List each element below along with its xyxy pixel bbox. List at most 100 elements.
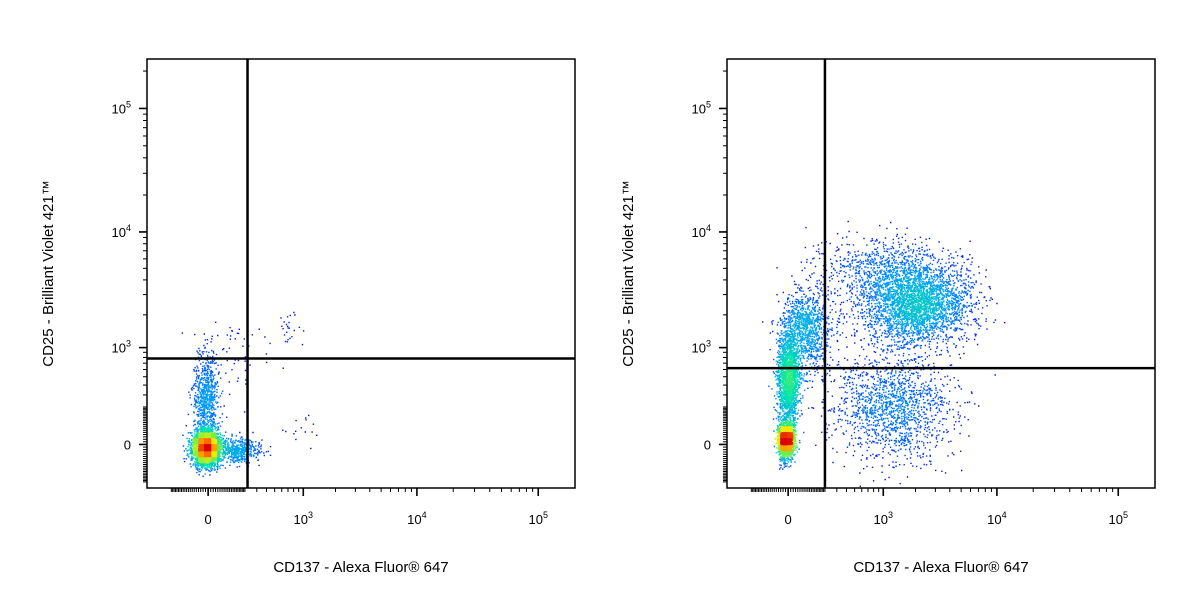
event-dots xyxy=(780,354,788,362)
event-dots xyxy=(786,378,794,386)
event-dots xyxy=(193,456,200,464)
x-tick-base: 10 xyxy=(294,512,308,527)
plot-frame xyxy=(726,58,1156,489)
event-dots xyxy=(222,435,248,446)
event-dots xyxy=(912,300,920,308)
event-dots xyxy=(248,342,315,433)
event-dots xyxy=(780,396,788,403)
x-tick-label: 103 xyxy=(874,510,893,527)
event-dots xyxy=(222,438,230,446)
y-tick-label: 0 xyxy=(124,437,131,452)
event-dots xyxy=(786,402,794,409)
event-dots xyxy=(776,224,980,485)
event-dots xyxy=(210,408,217,416)
event-dots xyxy=(210,456,218,463)
dot-layer xyxy=(181,311,318,477)
event-dots xyxy=(216,385,224,397)
x-tick-label: 104 xyxy=(987,510,1006,527)
event-dots xyxy=(876,270,890,301)
event-dots xyxy=(882,288,889,296)
x-axis-title: CD137 - Alexa Fluor® 647 xyxy=(853,559,1028,576)
x-tick-base: 10 xyxy=(529,512,543,527)
y-tick-label: 104 xyxy=(112,223,131,240)
event-dots xyxy=(210,426,218,434)
event-dots xyxy=(792,420,798,428)
event-dots xyxy=(918,306,926,314)
event-dots xyxy=(283,331,293,338)
event-dots xyxy=(204,408,211,415)
event-dots xyxy=(777,336,806,391)
event-dots xyxy=(234,450,242,458)
event-dots xyxy=(792,378,800,386)
event-dots xyxy=(786,342,800,356)
y-tick-label: 0 xyxy=(704,437,711,452)
event-dots xyxy=(894,288,914,326)
event-dots xyxy=(792,307,800,313)
y-tick-label: 103 xyxy=(692,339,711,356)
event-dots xyxy=(792,384,800,392)
y-tick-base: 10 xyxy=(112,225,126,240)
event-dots xyxy=(204,462,212,469)
event-dots xyxy=(204,438,212,458)
event-dots xyxy=(822,276,907,430)
event-dots xyxy=(192,438,200,446)
event-dots xyxy=(930,271,938,278)
event-dots xyxy=(193,378,227,469)
y-tick-label: 105 xyxy=(112,99,131,116)
event-dots xyxy=(780,438,788,446)
event-dots xyxy=(930,300,938,314)
event-dots xyxy=(210,366,217,373)
event-dots xyxy=(900,294,908,302)
x-tick-exponent: 4 xyxy=(1002,510,1007,520)
y-tick-exponent: 3 xyxy=(706,339,711,349)
y-tick-base: 10 xyxy=(692,101,706,116)
event-dots xyxy=(198,456,206,464)
event-dots xyxy=(253,444,260,451)
event-dots xyxy=(792,354,800,362)
event-dots xyxy=(954,294,962,302)
event-dots xyxy=(189,384,200,434)
event-dots xyxy=(194,414,200,421)
event-dots xyxy=(792,390,800,398)
x-tick-label: 105 xyxy=(529,510,548,527)
event-dots xyxy=(798,312,806,320)
event-dots xyxy=(843,241,972,450)
event-dots xyxy=(786,426,794,434)
event-dots xyxy=(204,426,212,434)
event-dots xyxy=(198,432,206,440)
event-dots xyxy=(894,318,920,332)
event-dots xyxy=(210,372,216,379)
event-dots xyxy=(193,396,200,404)
event-dots xyxy=(786,348,794,356)
event-dots xyxy=(204,444,212,452)
event-dots xyxy=(798,384,806,391)
event-dots xyxy=(786,450,794,458)
event-dots xyxy=(211,326,301,434)
event-dots xyxy=(780,268,962,446)
event-dots xyxy=(204,366,211,373)
event-dots xyxy=(198,402,206,409)
event-dots xyxy=(936,283,944,290)
event-dots xyxy=(780,372,788,380)
event-dots xyxy=(192,450,200,458)
y-axis-title: CD25 - Brilliant Violet 421™ xyxy=(40,180,57,366)
event-dots xyxy=(786,444,794,452)
x-axis-title: CD137 - Alexa Fluor® 647 xyxy=(273,559,448,576)
event-dots xyxy=(198,378,206,421)
event-dots xyxy=(780,360,794,404)
event-dots xyxy=(792,450,799,456)
event-dots xyxy=(780,426,788,434)
event-dots xyxy=(204,339,209,341)
x-tick-exponent: 3 xyxy=(308,510,313,520)
event-dots xyxy=(217,364,222,366)
event-dots xyxy=(240,456,247,463)
event-dots xyxy=(210,468,216,472)
x-tick-base: 10 xyxy=(1109,512,1123,527)
event-dots xyxy=(204,384,211,391)
event-dots xyxy=(192,420,200,427)
y-tick-base: 0 xyxy=(124,437,131,452)
event-dots xyxy=(216,444,224,452)
x-tick-base: 10 xyxy=(407,512,421,527)
event-dots xyxy=(217,396,220,403)
